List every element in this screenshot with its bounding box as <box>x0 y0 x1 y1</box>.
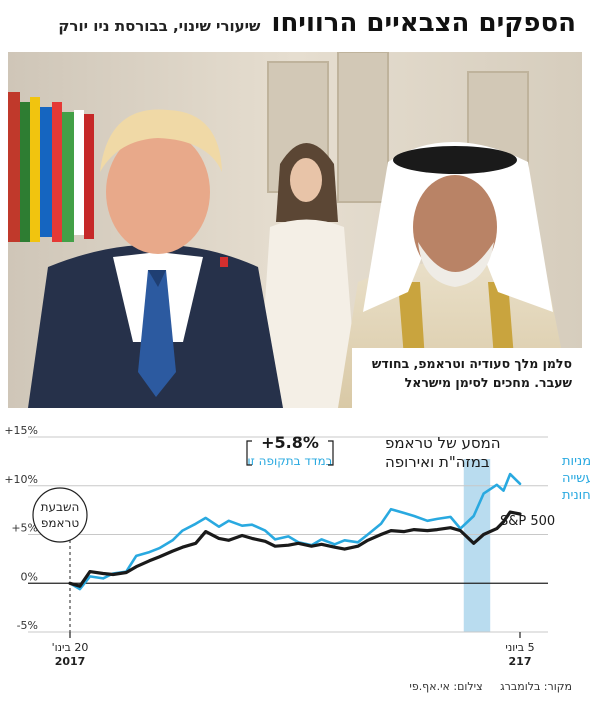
series-line-defense-index <box>68 472 522 591</box>
trip-period-band <box>463 459 491 632</box>
inauguration-label-line1: השבעת <box>41 500 80 514</box>
inauguration-bubble <box>32 487 88 543</box>
source-note: מקור: בלומברג <box>500 680 572 693</box>
page-title: הספקים הצבאיים הרוויחו <box>271 8 576 38</box>
defense-index-label: מדד מניות <box>562 454 590 469</box>
bracket-left <box>246 440 252 466</box>
caption-line-2: שעבר. מחכים לסימן מישראל <box>404 375 572 390</box>
news-photo: סלמן מלך סעודיה וטראמפ, בחודש שעבר. מחכי… <box>8 52 582 408</box>
trump-figure <box>28 109 283 408</box>
header-text: הספקים הצבאיים הרוויחו שיעורי שינוי, בבו… <box>58 8 576 38</box>
header: הספקים הצבאיים הרוויחו שיעורי שינוי, בבו… <box>0 0 590 52</box>
x-tick-label: 20 בינו' <box>52 641 89 654</box>
photo-credit: צילום: אי.אף.פי <box>409 680 483 693</box>
woman-figure <box>258 143 358 408</box>
defense-index-label: הביטחונית <box>562 488 590 503</box>
page-subtitle: שיעורי שינוי, בבורסת ניו יורק <box>58 17 261 35</box>
y-tick-label: +15% <box>4 424 38 437</box>
change-value: +5.8% <box>261 433 319 452</box>
y-tick-label: +5% <box>11 522 38 535</box>
x-tick-label: 5 ביוני <box>505 641 534 654</box>
y-tick-label: -5% <box>17 619 38 632</box>
x-tick-year: 217 <box>509 655 532 668</box>
caption-box: סלמן מלך סעודיה וטראמפ, בחודש שעבר. מחכי… <box>352 348 582 408</box>
inauguration-label-line2: טראמפ <box>41 516 79 530</box>
bracket-right <box>328 440 334 466</box>
trip-label-line1: המסע של טראמפ <box>385 434 501 452</box>
caption-line-1: סלמן מלך סעודיה וטראמפ, בחודש <box>371 356 572 371</box>
flags-decoration <box>8 92 94 242</box>
change-label: במדד בתקופה זו <box>247 454 332 468</box>
photo-caption: סלמן מלך סעודיה וטראמפ, בחודש שעבר. מחכי… <box>357 354 572 392</box>
sp500-label: S&P 500 <box>500 514 555 529</box>
series-line-sp500 <box>68 510 522 588</box>
y-tick-label: +10% <box>4 473 38 486</box>
x-tick-year: 2017 <box>55 655 86 668</box>
y-tick-label: 0% <box>21 570 38 583</box>
footer: מקור: בלומברג צילום: אי.אף.פי <box>395 680 572 693</box>
chart-area: -5% 0% +5% +10% +15% 20 בינו' 2017 5 ביוני 217 ה… <box>0 415 590 702</box>
defense-index-label: התעשייה <box>562 471 590 486</box>
trip-label-line2: במזה"ת ואירופה <box>385 453 490 471</box>
